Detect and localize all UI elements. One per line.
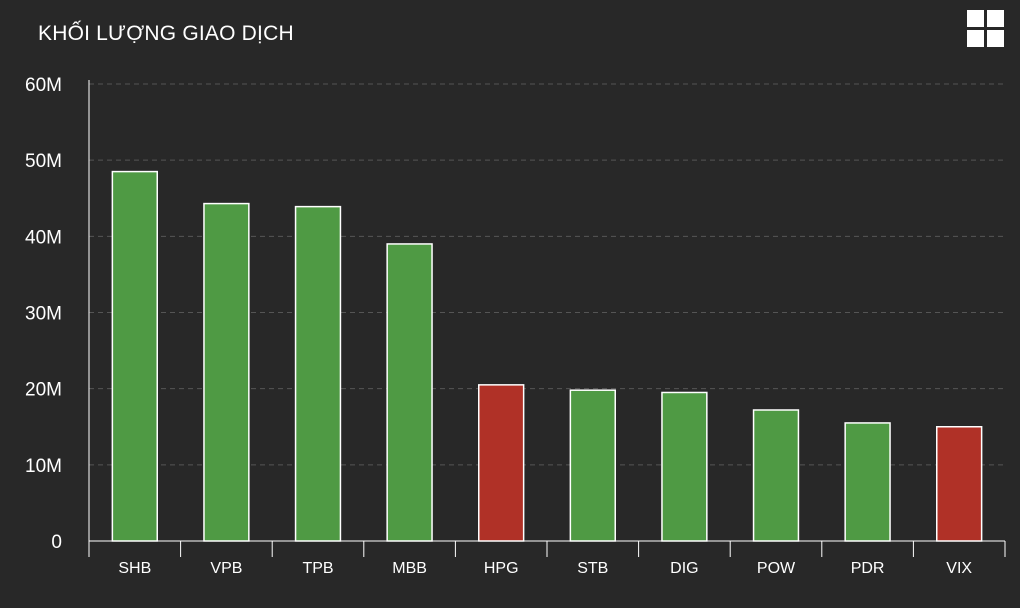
grid-menu-icon-cell xyxy=(987,10,1004,27)
bar-dig xyxy=(661,391,708,542)
y-tick-label: 20M xyxy=(25,380,62,401)
bar-mbb xyxy=(386,243,433,542)
x-tick-label: HPG xyxy=(484,560,519,577)
grid-menu-icon-cell xyxy=(967,10,984,27)
bar-pow xyxy=(752,409,800,542)
grid-menu-icon[interactable] xyxy=(967,10,1005,48)
x-tick-label: TPB xyxy=(302,560,333,577)
x-tick-label: POW xyxy=(757,560,796,577)
x-tick-label: STB xyxy=(577,560,608,577)
y-tick-label: 50M xyxy=(25,151,62,172)
bar-stb xyxy=(569,389,616,542)
bar-vpb xyxy=(203,202,250,542)
y-tick-label: 30M xyxy=(25,304,62,325)
grid-menu-icon-cell xyxy=(987,30,1004,47)
bar-shb xyxy=(111,170,158,542)
grid-menu-icon-cell xyxy=(967,30,984,47)
y-tick-label: 60M xyxy=(25,75,62,96)
x-tick-label: VIX xyxy=(946,560,972,577)
y-tick-label: 10M xyxy=(25,456,62,477)
x-tick-label: DIG xyxy=(670,560,698,577)
bar-tpb xyxy=(294,205,342,542)
y-tick-label: 40M xyxy=(25,227,62,248)
bar-pdr xyxy=(844,422,891,542)
x-tick-label: SHB xyxy=(118,560,151,577)
y-tick-label: 0 xyxy=(51,532,62,553)
bar-hpg xyxy=(478,384,525,542)
bar-vix xyxy=(936,426,983,542)
x-tick-label: VPB xyxy=(210,560,242,577)
x-tick-label: MBB xyxy=(392,560,427,577)
x-tick-label: PDR xyxy=(851,560,885,577)
chart-title: KHỐI LƯỢNG GIAO DỊCH xyxy=(38,22,294,45)
